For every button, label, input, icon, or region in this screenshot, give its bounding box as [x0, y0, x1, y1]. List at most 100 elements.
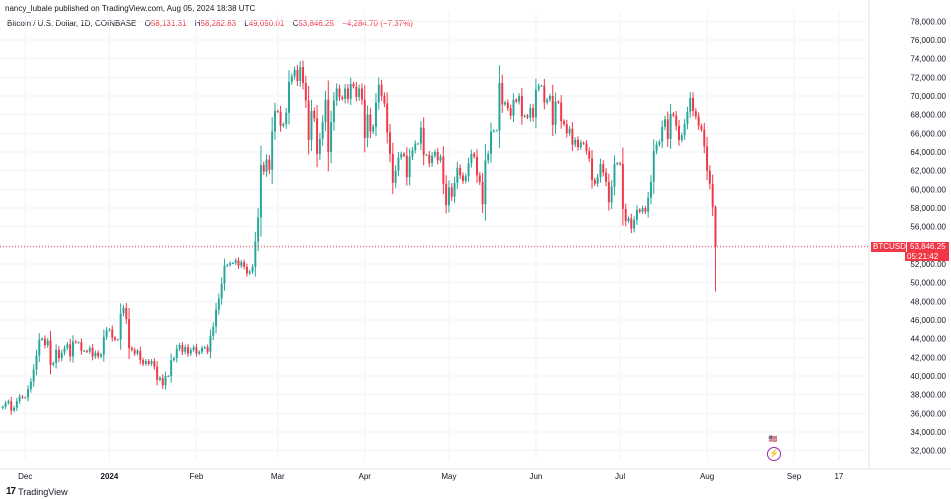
- candle-body: [439, 156, 442, 161]
- lightning-icon[interactable]: ⚡: [767, 447, 781, 461]
- candle-body: [666, 119, 669, 139]
- candle-body: [520, 96, 523, 117]
- candle-body: [476, 156, 478, 176]
- candle-body: [279, 111, 282, 126]
- candle-body: [4, 403, 7, 407]
- time-axis[interactable]: Dec 2024 Feb Mar Apr May Jun Jul Aug Sep 17: [0, 468, 951, 481]
- candle-body: [344, 88, 347, 99]
- candle-body: [102, 336, 105, 355]
- candle-body: [484, 160, 487, 205]
- candle-body: [332, 100, 335, 123]
- price-tick-label: 42,000.00: [910, 353, 946, 362]
- candle-body: [181, 345, 184, 352]
- candle-body: [52, 362, 55, 365]
- candle-body: [675, 115, 678, 126]
- candle-body: [212, 326, 215, 336]
- candle-body: [355, 86, 358, 97]
- candle-body: [627, 218, 630, 222]
- last-price-symbol: BTCUSD: [873, 241, 907, 252]
- candle-body: [313, 110, 316, 119]
- candle-body: [7, 401, 10, 404]
- candle-body: [512, 99, 515, 116]
- candles-group: [1, 60, 717, 415]
- tradingview-mark: 17: [6, 486, 16, 497]
- candle-body: [122, 307, 125, 314]
- high-value: 58,282.83: [200, 19, 237, 28]
- ohlc-legend: Bitcoin / U.S. Dollar, 1D, COINBASE O58,…: [7, 19, 413, 28]
- candle-body: [144, 361, 147, 364]
- candle-body: [574, 139, 577, 145]
- candle-body: [327, 99, 330, 152]
- candle-body: [644, 208, 647, 212]
- us-flag-icon[interactable]: 🇺🇸: [768, 436, 778, 443]
- candle-body: [231, 263, 234, 265]
- price-tick-label: 46,000.00: [910, 316, 946, 325]
- last-price-tag: BTCUSD 53,846.25: [871, 241, 949, 252]
- candle-body: [290, 76, 293, 82]
- price-tick-label: 72,000.00: [910, 73, 946, 82]
- time-tick-label: May: [441, 472, 456, 481]
- price-tick-label: 34,000.00: [910, 428, 946, 437]
- candle-body: [389, 132, 391, 154]
- candle-body: [649, 181, 652, 198]
- price-tick-label: 58,000.00: [910, 204, 946, 213]
- candle-body: [226, 264, 229, 266]
- candle-body: [29, 381, 32, 390]
- time-tick-label: Mar: [271, 472, 285, 481]
- low-value: 49,050.01: [248, 19, 285, 28]
- candle-body: [400, 153, 403, 158]
- tradingview-logo[interactable]: 17 TradingView: [6, 486, 68, 497]
- candle-body: [248, 271, 251, 274]
- candle-body: [254, 241, 257, 267]
- candle-body: [663, 119, 666, 127]
- time-tick-label: Jul: [615, 472, 625, 481]
- candle-body: [125, 307, 128, 320]
- candle-body: [310, 110, 313, 140]
- candle-body: [184, 347, 187, 352]
- candle-body: [534, 89, 537, 118]
- time-tick-label: Apr: [359, 472, 372, 481]
- candle-body: [391, 153, 394, 183]
- candle-body: [672, 113, 675, 116]
- candle-body: [453, 182, 456, 197]
- candle-body: [119, 313, 122, 340]
- candle-body: [57, 349, 60, 359]
- time-tick-label: Feb: [190, 472, 204, 481]
- open-value: 58,131.31: [150, 19, 187, 28]
- candle-body: [234, 260, 237, 264]
- candle-body: [1, 406, 4, 409]
- candle-body: [187, 347, 189, 354]
- candle-body: [433, 152, 436, 156]
- price-tick-label: 64,000.00: [910, 148, 946, 157]
- candle-body: [366, 114, 369, 138]
- candle-body: [692, 97, 695, 111]
- candle-body: [422, 127, 425, 155]
- candle-body: [55, 349, 58, 363]
- candle-body: [111, 329, 114, 338]
- candle-body: [203, 347, 206, 349]
- candle-body: [498, 82, 501, 131]
- candle-body: [46, 340, 49, 346]
- candle-body: [63, 348, 66, 353]
- candle-body: [83, 350, 86, 352]
- candle-body: [461, 175, 464, 181]
- candle-body: [374, 102, 377, 127]
- candle-body: [352, 83, 355, 87]
- candle-body: [377, 84, 380, 103]
- candle-body: [641, 208, 644, 212]
- candle-body: [372, 126, 375, 132]
- candle-body: [27, 389, 30, 398]
- candle-body: [540, 85, 543, 87]
- candle-body: [338, 88, 341, 97]
- candle-body: [397, 157, 400, 171]
- candle-body: [198, 351, 201, 354]
- candle-body: [304, 82, 307, 101]
- candle-body: [60, 352, 63, 359]
- price-tick-label: 32,000.00: [910, 447, 946, 456]
- price-axis[interactable]: 32,000.00 34,000.00 36,000.00 38,000.00 40,0…: [868, 0, 947, 469]
- candle-body: [633, 220, 636, 229]
- candle-body: [195, 347, 198, 354]
- candle-body: [689, 97, 692, 112]
- candle-body: [10, 401, 13, 411]
